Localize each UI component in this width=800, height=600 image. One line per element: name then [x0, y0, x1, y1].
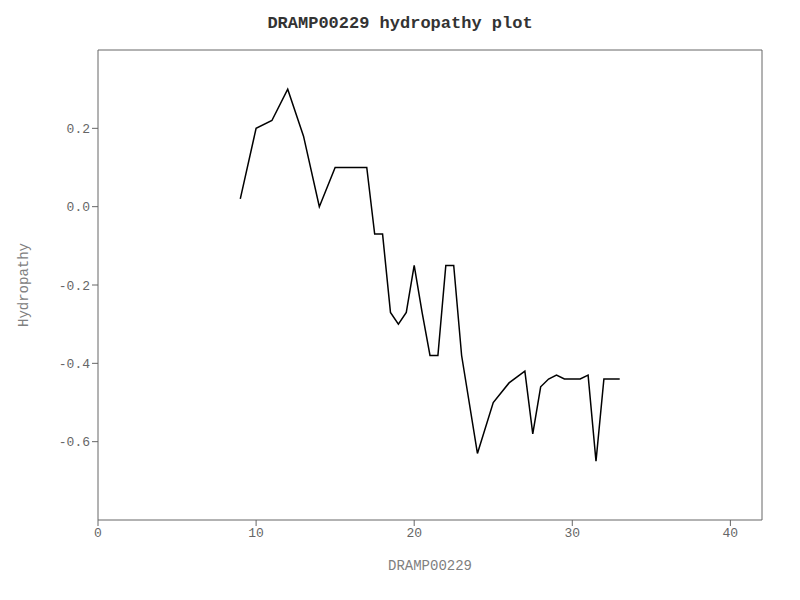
svg-text:0.0: 0.0 — [67, 200, 90, 215]
svg-text:30: 30 — [564, 526, 580, 541]
svg-text:-0.2: -0.2 — [59, 279, 90, 294]
svg-text:Hydropathy: Hydropathy — [16, 243, 32, 327]
html-text:DRAMP00229 hydropathy plot: DRAMP00229 hydropathy plot — [267, 14, 533, 33]
svg-text:-0.4: -0.4 — [59, 357, 90, 372]
svg-text:-0.6: -0.6 — [59, 435, 90, 450]
svg-text:20: 20 — [406, 526, 422, 541]
svg-text:10: 10 — [248, 526, 264, 541]
svg-text:0.2: 0.2 — [67, 122, 90, 137]
svg-text:40: 40 — [723, 526, 739, 541]
svg-text:DRAMP00229: DRAMP00229 — [388, 558, 472, 574]
svg-text:0: 0 — [94, 526, 102, 541]
